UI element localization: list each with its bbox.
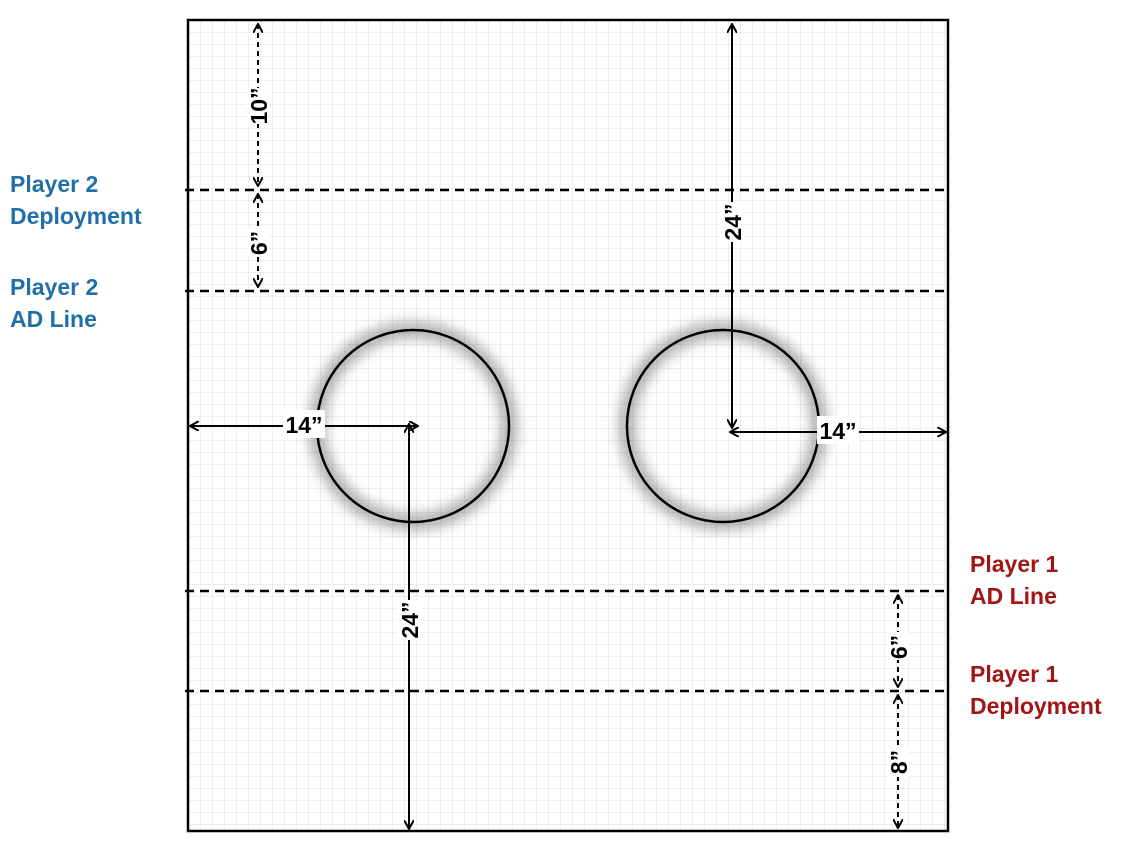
label-player1-deployment-line2: Deployment [970, 693, 1102, 719]
measure-right-objective-side: 14” [730, 416, 946, 444]
label-right-objective-depth: 24” [720, 203, 746, 240]
label-p1-zone-gap: 6” [886, 635, 912, 659]
label-player1-ad-line: Player 1 AD Line [970, 548, 1058, 612]
label-player1-ad-line-line2: AD Line [970, 583, 1057, 609]
label-player2-deployment-line2: Deployment [10, 203, 142, 229]
label-left-objective-depth: 24” [397, 601, 423, 638]
label-player1-deployment: Player 1 Deployment [970, 658, 1102, 722]
label-player2-ad-line-line1: Player 2 [10, 274, 99, 300]
label-player2-deployment: Player 2 Deployment [10, 168, 142, 232]
label-player1-ad-line-line1: Player 1 [970, 551, 1059, 577]
board-border [186, 18, 950, 833]
label-right-objective-side: 14” [819, 418, 856, 444]
label-p1-edge-gap: 8” [886, 750, 912, 774]
measure-p2-edge-gap: 10” [246, 24, 272, 186]
measure-p1-zone-gap: 6” [886, 595, 912, 687]
label-p2-edge-gap: 10” [246, 87, 272, 124]
label-player2-ad-line: Player 2 AD Line [10, 271, 98, 335]
label-player2-deployment-line1: Player 2 [10, 171, 99, 197]
label-player1-deployment-line1: Player 1 [970, 661, 1059, 687]
measure-left-objective-side: 14” [190, 410, 418, 438]
label-p2-zone-gap: 6” [246, 231, 272, 255]
measure-p1-edge-gap: 8” [886, 695, 912, 828]
measure-left-objective-depth: 24” [397, 424, 423, 829]
label-left-objective-side: 14” [285, 412, 322, 438]
measure-right-objective-depth: 24” [720, 24, 746, 428]
label-player2-ad-line-line2: AD Line [10, 306, 97, 332]
measure-p2-zone-gap: 6” [246, 194, 272, 287]
